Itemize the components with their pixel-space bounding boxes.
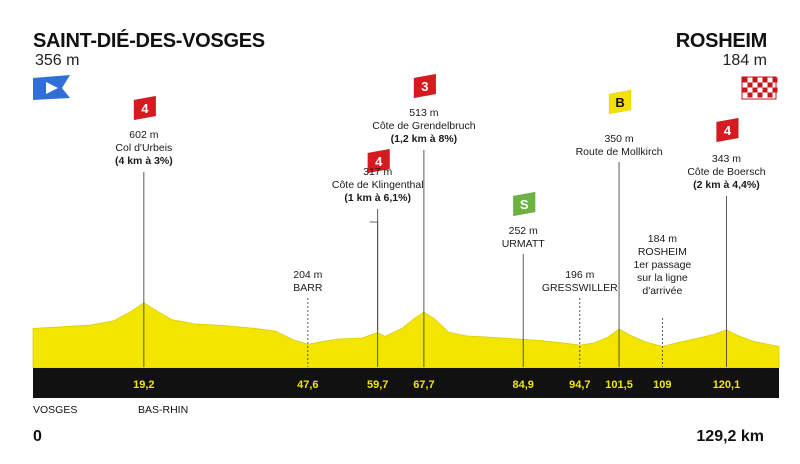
start-altitude: 356 m bbox=[35, 52, 80, 69]
point-detail-line: sur la ligne bbox=[637, 272, 688, 284]
km-tick-label: 84,9 bbox=[513, 379, 534, 391]
point-name: Côte de Klingenthal bbox=[332, 179, 424, 191]
finish-flag-check bbox=[752, 87, 758, 93]
point-name: Route de Mollkirch bbox=[576, 146, 663, 158]
km-tick-label: 120,1 bbox=[713, 379, 741, 391]
department-bas-rhin: BAS-RHIN bbox=[138, 404, 189, 416]
category-marker-climb-flag bbox=[716, 117, 739, 143]
point-name: URMATT bbox=[502, 238, 546, 250]
finish-flag-check bbox=[772, 77, 778, 83]
category-marker-climb: 4 bbox=[133, 95, 157, 121]
category-marker-climb-letter: 3 bbox=[421, 79, 428, 94]
point-altitude: 204 m bbox=[293, 269, 322, 281]
category-marker-sprint-flag bbox=[512, 191, 536, 217]
leader-line bbox=[369, 221, 379, 331]
category-marker-climb-letter: 4 bbox=[724, 123, 732, 138]
finish-flag-check bbox=[767, 92, 773, 98]
finish-altitude: 184 m bbox=[722, 52, 767, 69]
point-altitude: 252 m bbox=[509, 225, 538, 237]
point-detail-line: 1er passage bbox=[633, 259, 691, 271]
point-name: BARR bbox=[293, 282, 323, 294]
finish-city: ROSHEIM bbox=[675, 30, 768, 52]
finish-flag-check bbox=[762, 77, 768, 83]
km-total: 129,2 km bbox=[696, 428, 764, 445]
point-name: ROSHEIM bbox=[638, 246, 687, 258]
start-city: SAINT-DIÉ-DES-VOSGES bbox=[33, 30, 265, 52]
category-marker-climb: 4 bbox=[716, 117, 739, 143]
category-marker-climb-letter: 4 bbox=[375, 154, 383, 169]
point-altitude: 513 m bbox=[409, 107, 438, 119]
point-detail: (1 km à 6,1%) bbox=[344, 192, 411, 204]
km-tick-label: 47,6 bbox=[297, 379, 318, 391]
point-altitude: 602 m bbox=[129, 129, 158, 141]
category-marker-climb-flag bbox=[413, 73, 437, 99]
start-flag-arrow bbox=[46, 82, 58, 94]
km-tick-label: 67,7 bbox=[413, 379, 434, 391]
km-start: 0 bbox=[33, 428, 42, 445]
point-altitude: 343 m bbox=[712, 153, 741, 165]
point-altitude: 184 m bbox=[648, 233, 677, 245]
finish-flag-check bbox=[752, 77, 758, 83]
finish-flag-icon bbox=[741, 76, 778, 100]
km-tick-label: 19,2 bbox=[133, 379, 154, 391]
department-vosges: VOSGES bbox=[33, 404, 78, 416]
start-flag-icon bbox=[33, 75, 70, 100]
finish-flag-check bbox=[742, 77, 748, 83]
finish-flag-check bbox=[747, 82, 753, 88]
point-detail: (2 km à 4,4%) bbox=[693, 179, 760, 191]
category-marker-bonus-letter: B bbox=[615, 95, 624, 110]
finish-flag-check bbox=[767, 82, 773, 88]
point-altitude: 196 m bbox=[565, 269, 594, 281]
point-detail-line: d'arrivée bbox=[642, 285, 682, 297]
km-tick-label: 101,5 bbox=[605, 379, 633, 391]
point-name: GRESSWILLER bbox=[542, 282, 618, 294]
finish-flag-check bbox=[762, 87, 768, 93]
point-altitude: 317 m bbox=[363, 166, 392, 178]
category-marker-climb-letter: 4 bbox=[141, 101, 149, 116]
point-detail: (4 km à 3%) bbox=[115, 155, 173, 167]
point-name: Côte de Boersch bbox=[687, 166, 765, 178]
km-tick-label: 94,7 bbox=[569, 379, 590, 391]
km-tick-label: 109 bbox=[653, 379, 671, 391]
category-marker-climb-flag bbox=[367, 148, 390, 174]
distance-bar bbox=[33, 368, 779, 398]
point-name: Col d'Urbeis bbox=[115, 142, 172, 154]
category-marker-bonus-flag bbox=[608, 89, 632, 115]
category-marker-sprint-letter: S bbox=[520, 197, 529, 212]
category-marker-bonus: B bbox=[608, 89, 632, 115]
km-tick-label: 59,7 bbox=[367, 379, 388, 391]
category-marker-climb-flag bbox=[133, 95, 157, 121]
finish-flag-check bbox=[757, 92, 763, 98]
finish-flag-check bbox=[757, 82, 763, 88]
point-detail: (1,2 km à 8%) bbox=[391, 133, 458, 145]
finish-flag-check bbox=[742, 87, 748, 93]
elevation-area bbox=[32, 302, 780, 369]
point-name: Côte de Grendelbruch bbox=[372, 120, 475, 132]
category-marker-climb: 3 bbox=[413, 73, 437, 99]
point-altitude: 350 m bbox=[604, 133, 633, 145]
category-marker-sprint: S bbox=[512, 191, 536, 217]
finish-flag-check bbox=[772, 87, 778, 93]
category-marker-climb: 4 bbox=[367, 148, 390, 174]
finish-flag-check bbox=[747, 92, 753, 98]
